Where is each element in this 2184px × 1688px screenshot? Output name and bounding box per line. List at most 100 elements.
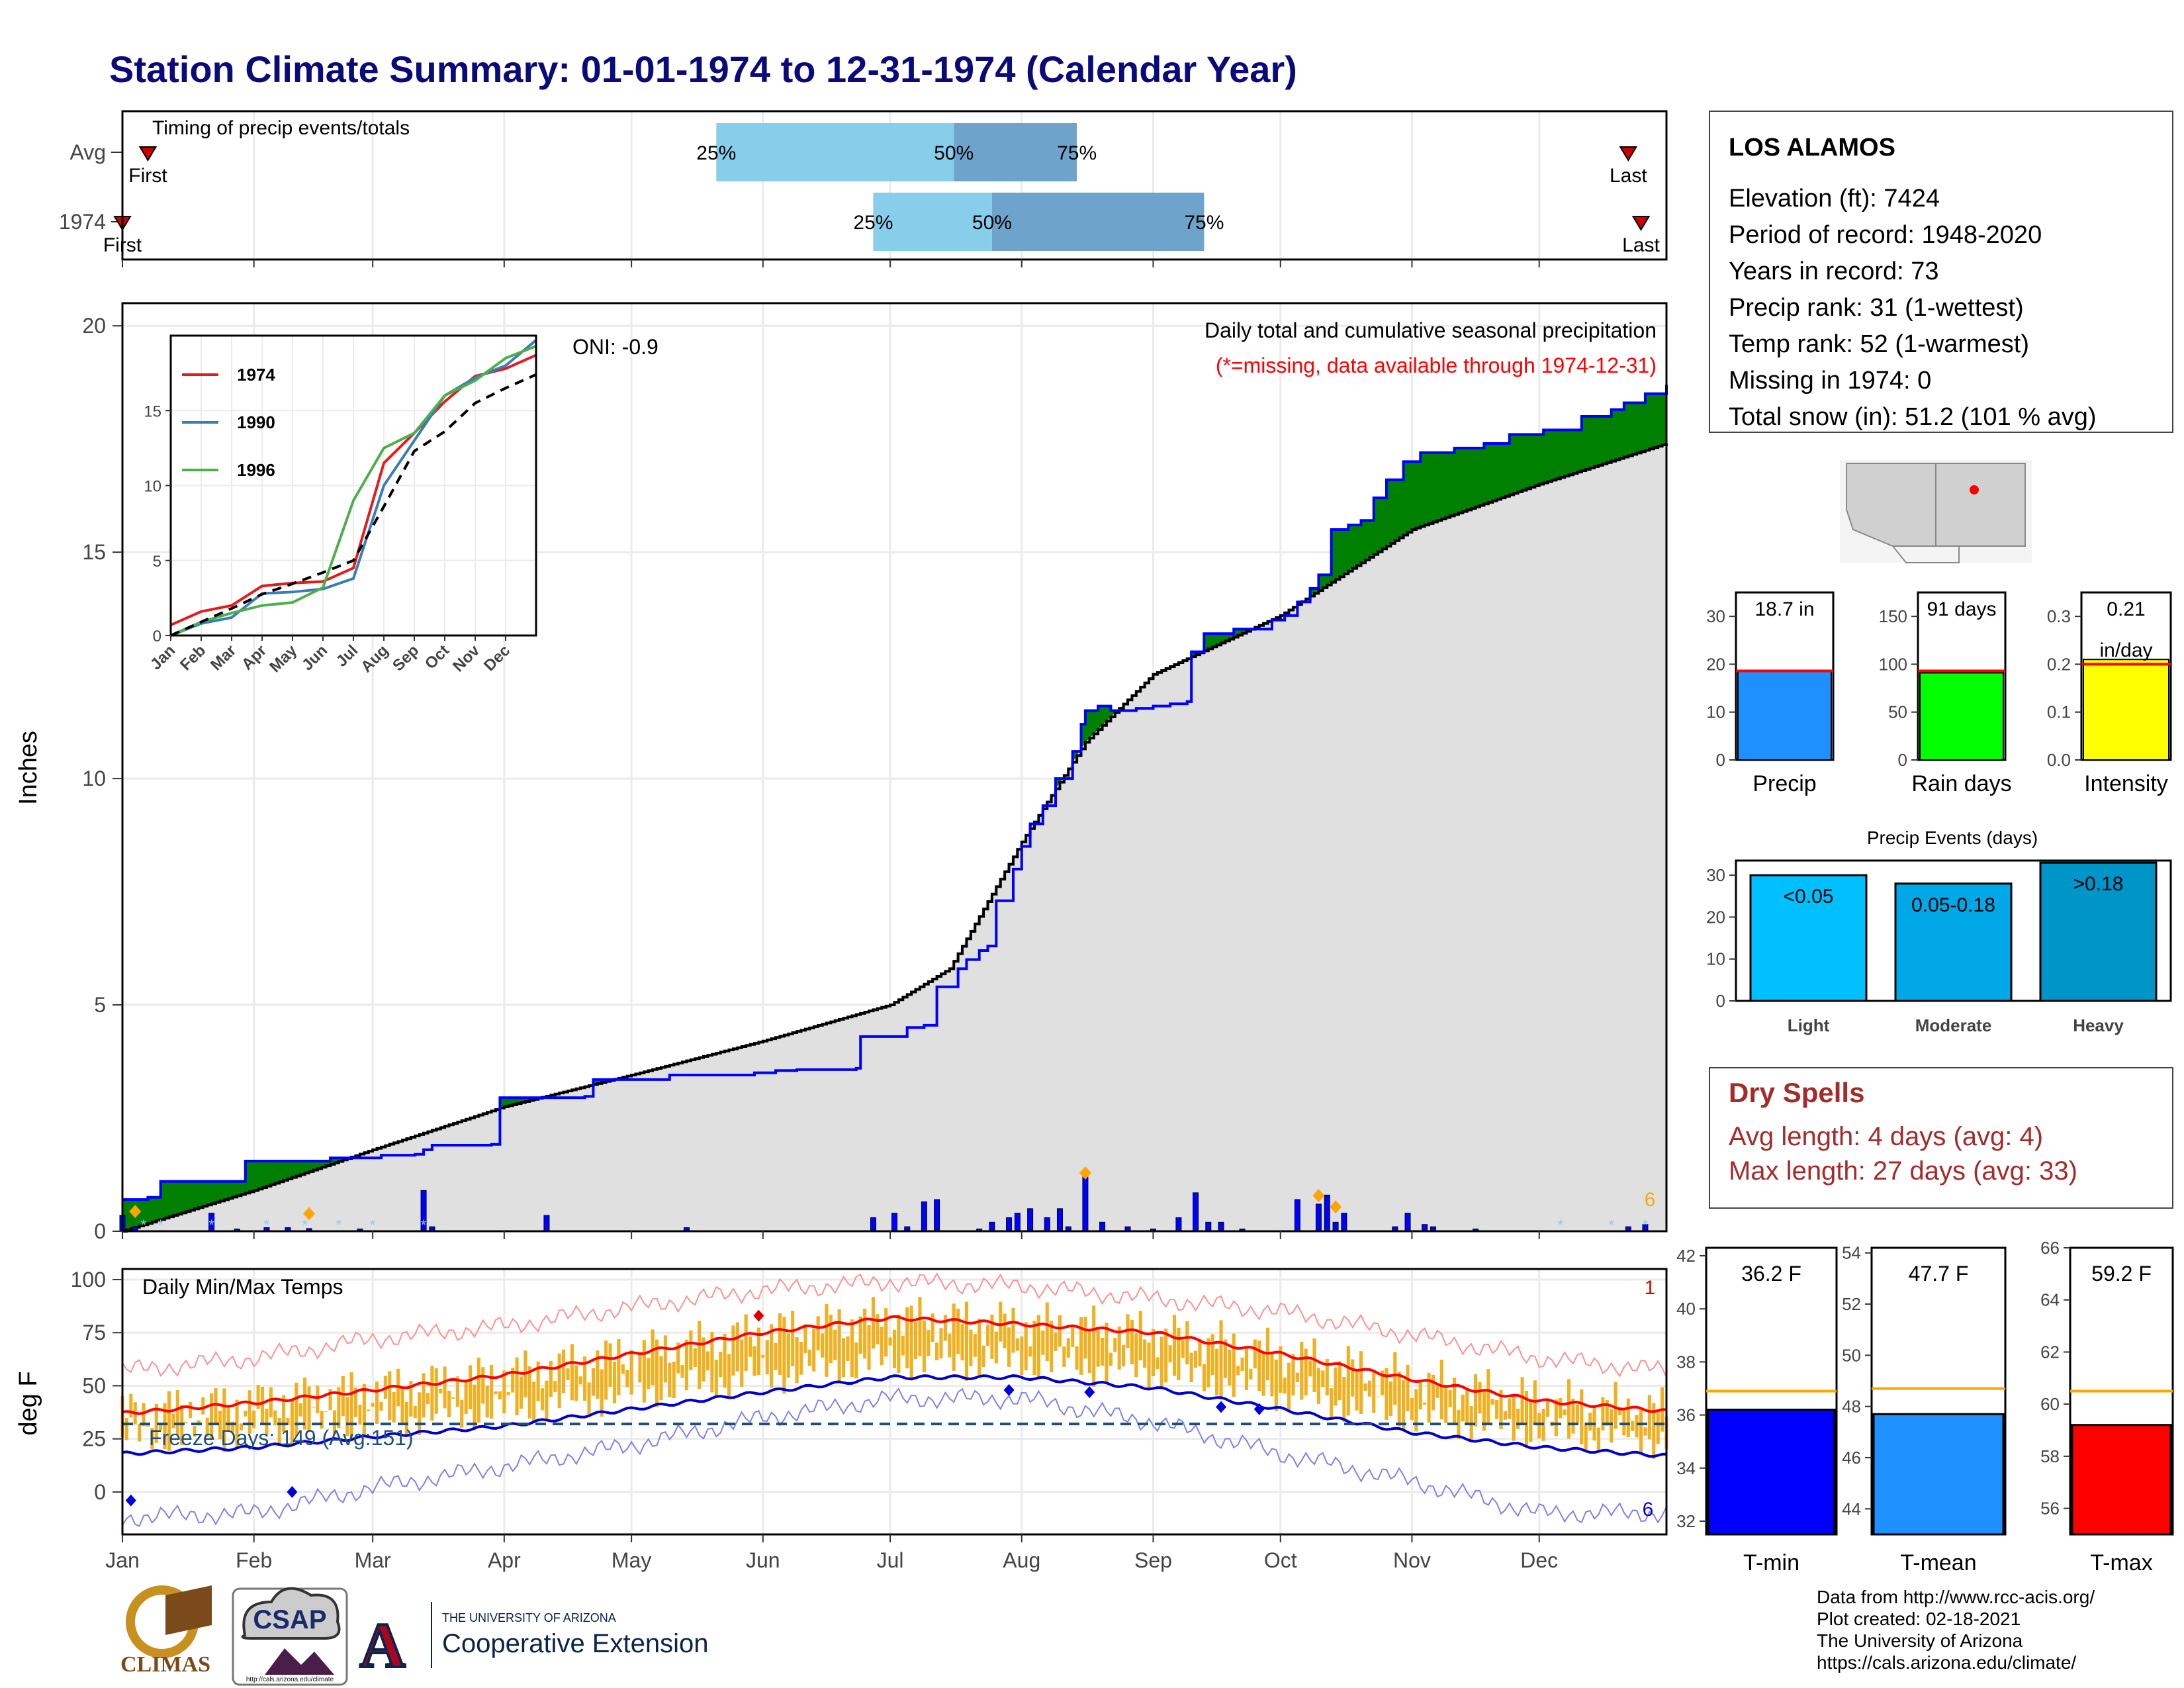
dry-spells-panel: Dry Spells Avg length: 4 days (avg: 4) Max… xyxy=(1709,1067,2173,1209)
temp-background xyxy=(122,1269,1666,1534)
record-low-marker xyxy=(1003,1383,1015,1396)
station-location-dot xyxy=(1970,485,1979,494)
csap-mountain-shape xyxy=(265,1648,334,1675)
month-label: Sep xyxy=(1134,1548,1172,1572)
timing-row-label: Avg xyxy=(69,140,106,164)
credit-line: Data from http://www.rcc-acis.org/ xyxy=(1817,1587,2095,1607)
inset-legend-label: 1996 xyxy=(237,460,275,480)
summary-value-unit: in/day xyxy=(2099,639,2152,661)
month-label: Dec xyxy=(1520,1548,1558,1572)
dry-spells-title: Dry Spells xyxy=(1729,1077,1864,1108)
timing-q25-q50-bar xyxy=(716,123,954,181)
temp-ytick-label: 50 xyxy=(82,1374,106,1397)
record-high-count: 1 xyxy=(1645,1277,1656,1299)
summary-value-bar xyxy=(1919,672,2004,761)
station-info-line: Precip rank: 31 (1-wettest) xyxy=(1729,294,2024,322)
timing-p50-label: 50% xyxy=(972,212,1012,234)
temp-summary-ytick-label: 46 xyxy=(1842,1448,1861,1468)
record-low-marker xyxy=(1253,1403,1265,1415)
temp-summary-ytick-label: 54 xyxy=(1842,1243,1861,1263)
timing-q25-q50-bar xyxy=(873,193,992,251)
daily-precip-bar xyxy=(543,1215,550,1232)
top-event-marker xyxy=(1079,1166,1091,1180)
event-bar xyxy=(1894,882,2013,1002)
top-event-marker xyxy=(303,1207,316,1221)
daily-precip-bar xyxy=(1324,1194,1330,1232)
record-high-line xyxy=(122,1272,1667,1378)
station-info-line: Temp rank: 52 (1-warmest) xyxy=(1729,330,2029,358)
temp-summary-label: T-mean xyxy=(1900,1550,1976,1575)
timing-p25-label: 25% xyxy=(853,212,893,234)
snow-marker: * xyxy=(208,1217,214,1233)
daily-precip-bar xyxy=(989,1221,995,1232)
daily-precip-bar xyxy=(934,1199,940,1232)
temp-summary-ytick-label: 56 xyxy=(2040,1499,2060,1519)
timing-border xyxy=(121,110,1668,261)
ua-a-logo: A xyxy=(359,1610,405,1681)
surplus-area xyxy=(122,393,1666,1231)
station-box xyxy=(1709,111,2173,433)
temp-summary-label: T-max xyxy=(2090,1550,2152,1575)
summary-ytick-label: 0.3 xyxy=(2047,606,2071,626)
inset-ytick-label: 0 xyxy=(153,628,161,645)
daily-precip-bar xyxy=(1014,1213,1021,1232)
climas-logo-shape xyxy=(165,1585,212,1635)
temp-summary-ytick-label: 58 xyxy=(2040,1446,2060,1466)
station-name: LOS ALAMOS xyxy=(1729,134,1895,162)
precip-ytick-label: 5 xyxy=(94,993,106,1017)
page-title: Station Climate Summary: 01-01-1974 to 1… xyxy=(109,48,1297,90)
station-info-line: Years in record: 73 xyxy=(1729,258,1939,285)
temp-summary-bar xyxy=(1872,1413,2005,1536)
summary-ytick-label: 30 xyxy=(1706,606,1725,626)
timing-p75-label: 75% xyxy=(1184,212,1224,234)
daily-precip-bar xyxy=(921,1201,927,1232)
temp-summary-ytick-label: 52 xyxy=(1842,1294,1861,1314)
month-label: Nov xyxy=(1393,1548,1431,1572)
snow-marker: * xyxy=(1557,1217,1563,1233)
temp-summary-ytick-label: 34 xyxy=(1676,1458,1696,1478)
events-border xyxy=(1735,859,2172,1002)
record-low-marker xyxy=(1084,1386,1095,1399)
daily-precip-bar xyxy=(1404,1213,1411,1232)
summary-ytick-label: 20 xyxy=(1706,654,1725,674)
record-high-marker xyxy=(753,1309,764,1322)
dry-spells-max: Max length: 27 days (avg: 33) xyxy=(1729,1156,2077,1186)
climas-logo-text: CLIMAS xyxy=(120,1652,210,1677)
average-cumulative-line xyxy=(122,444,1668,1233)
temperature-bars-panel: 36.2 F 32 34 36 38 40 42 T-min 47.7 F 44 46 48 50 52 5… xyxy=(1676,1238,2174,1575)
events-ytick-label: 0 xyxy=(1716,991,1725,1011)
temp-ytick-label: 100 xyxy=(71,1268,106,1291)
first-event-label: First xyxy=(128,165,167,187)
credit-line: Plot created: 02-18-2021 xyxy=(1817,1609,2021,1629)
summary-value-bar xyxy=(1737,669,1832,761)
summary-ytick-label: 0 xyxy=(1898,750,1907,770)
precip-events-panel: Precip Events (days) <0.05 Light 0.05-0.18 M… xyxy=(1706,827,2172,1035)
inset-average-line xyxy=(170,373,537,637)
credit-line: The University of Arizona xyxy=(1817,1630,2023,1651)
precip-border xyxy=(121,302,1668,1233)
record-low-line xyxy=(122,1387,1667,1527)
snow-marker: * xyxy=(370,1217,376,1233)
ua-line2: Cooperative Extension xyxy=(442,1629,708,1658)
precip-ytick-label: 20 xyxy=(82,314,106,338)
credit-line: https://cals.arizona.edu/climate/ xyxy=(1817,1652,2076,1673)
daily-precip-bar xyxy=(891,1213,897,1232)
inset-ytick-label: 5 xyxy=(153,553,161,571)
event-category-label: Light xyxy=(1788,1015,1830,1035)
temp-summary-value: 47.7 F xyxy=(1909,1262,1969,1286)
snow-marker: * xyxy=(141,1217,147,1233)
month-label: Aug xyxy=(1003,1548,1040,1572)
summary-ytick-label: 10 xyxy=(1706,702,1725,722)
daily-precip-bar xyxy=(1218,1221,1224,1232)
logos: CLIMAS CSAP http://cals.arizona.edu/climat… xyxy=(120,1585,708,1686)
event-bar xyxy=(2039,861,2158,1002)
month-label: Apr xyxy=(488,1548,521,1572)
oni-label: ONI: -0.9 xyxy=(572,335,659,359)
temp-summary-label: T-min xyxy=(1743,1550,1799,1575)
temp-summary-ytick-label: 62 xyxy=(2040,1342,2060,1362)
timing-panel: Timing of precip events/totals Avg 25% 50% 7… xyxy=(59,110,1668,267)
event-category-label: Moderate xyxy=(1915,1015,1992,1035)
temp-ylabel: deg F xyxy=(15,1371,42,1435)
avg-tmax-line xyxy=(122,1315,1667,1415)
top-event-marker xyxy=(129,1205,142,1219)
